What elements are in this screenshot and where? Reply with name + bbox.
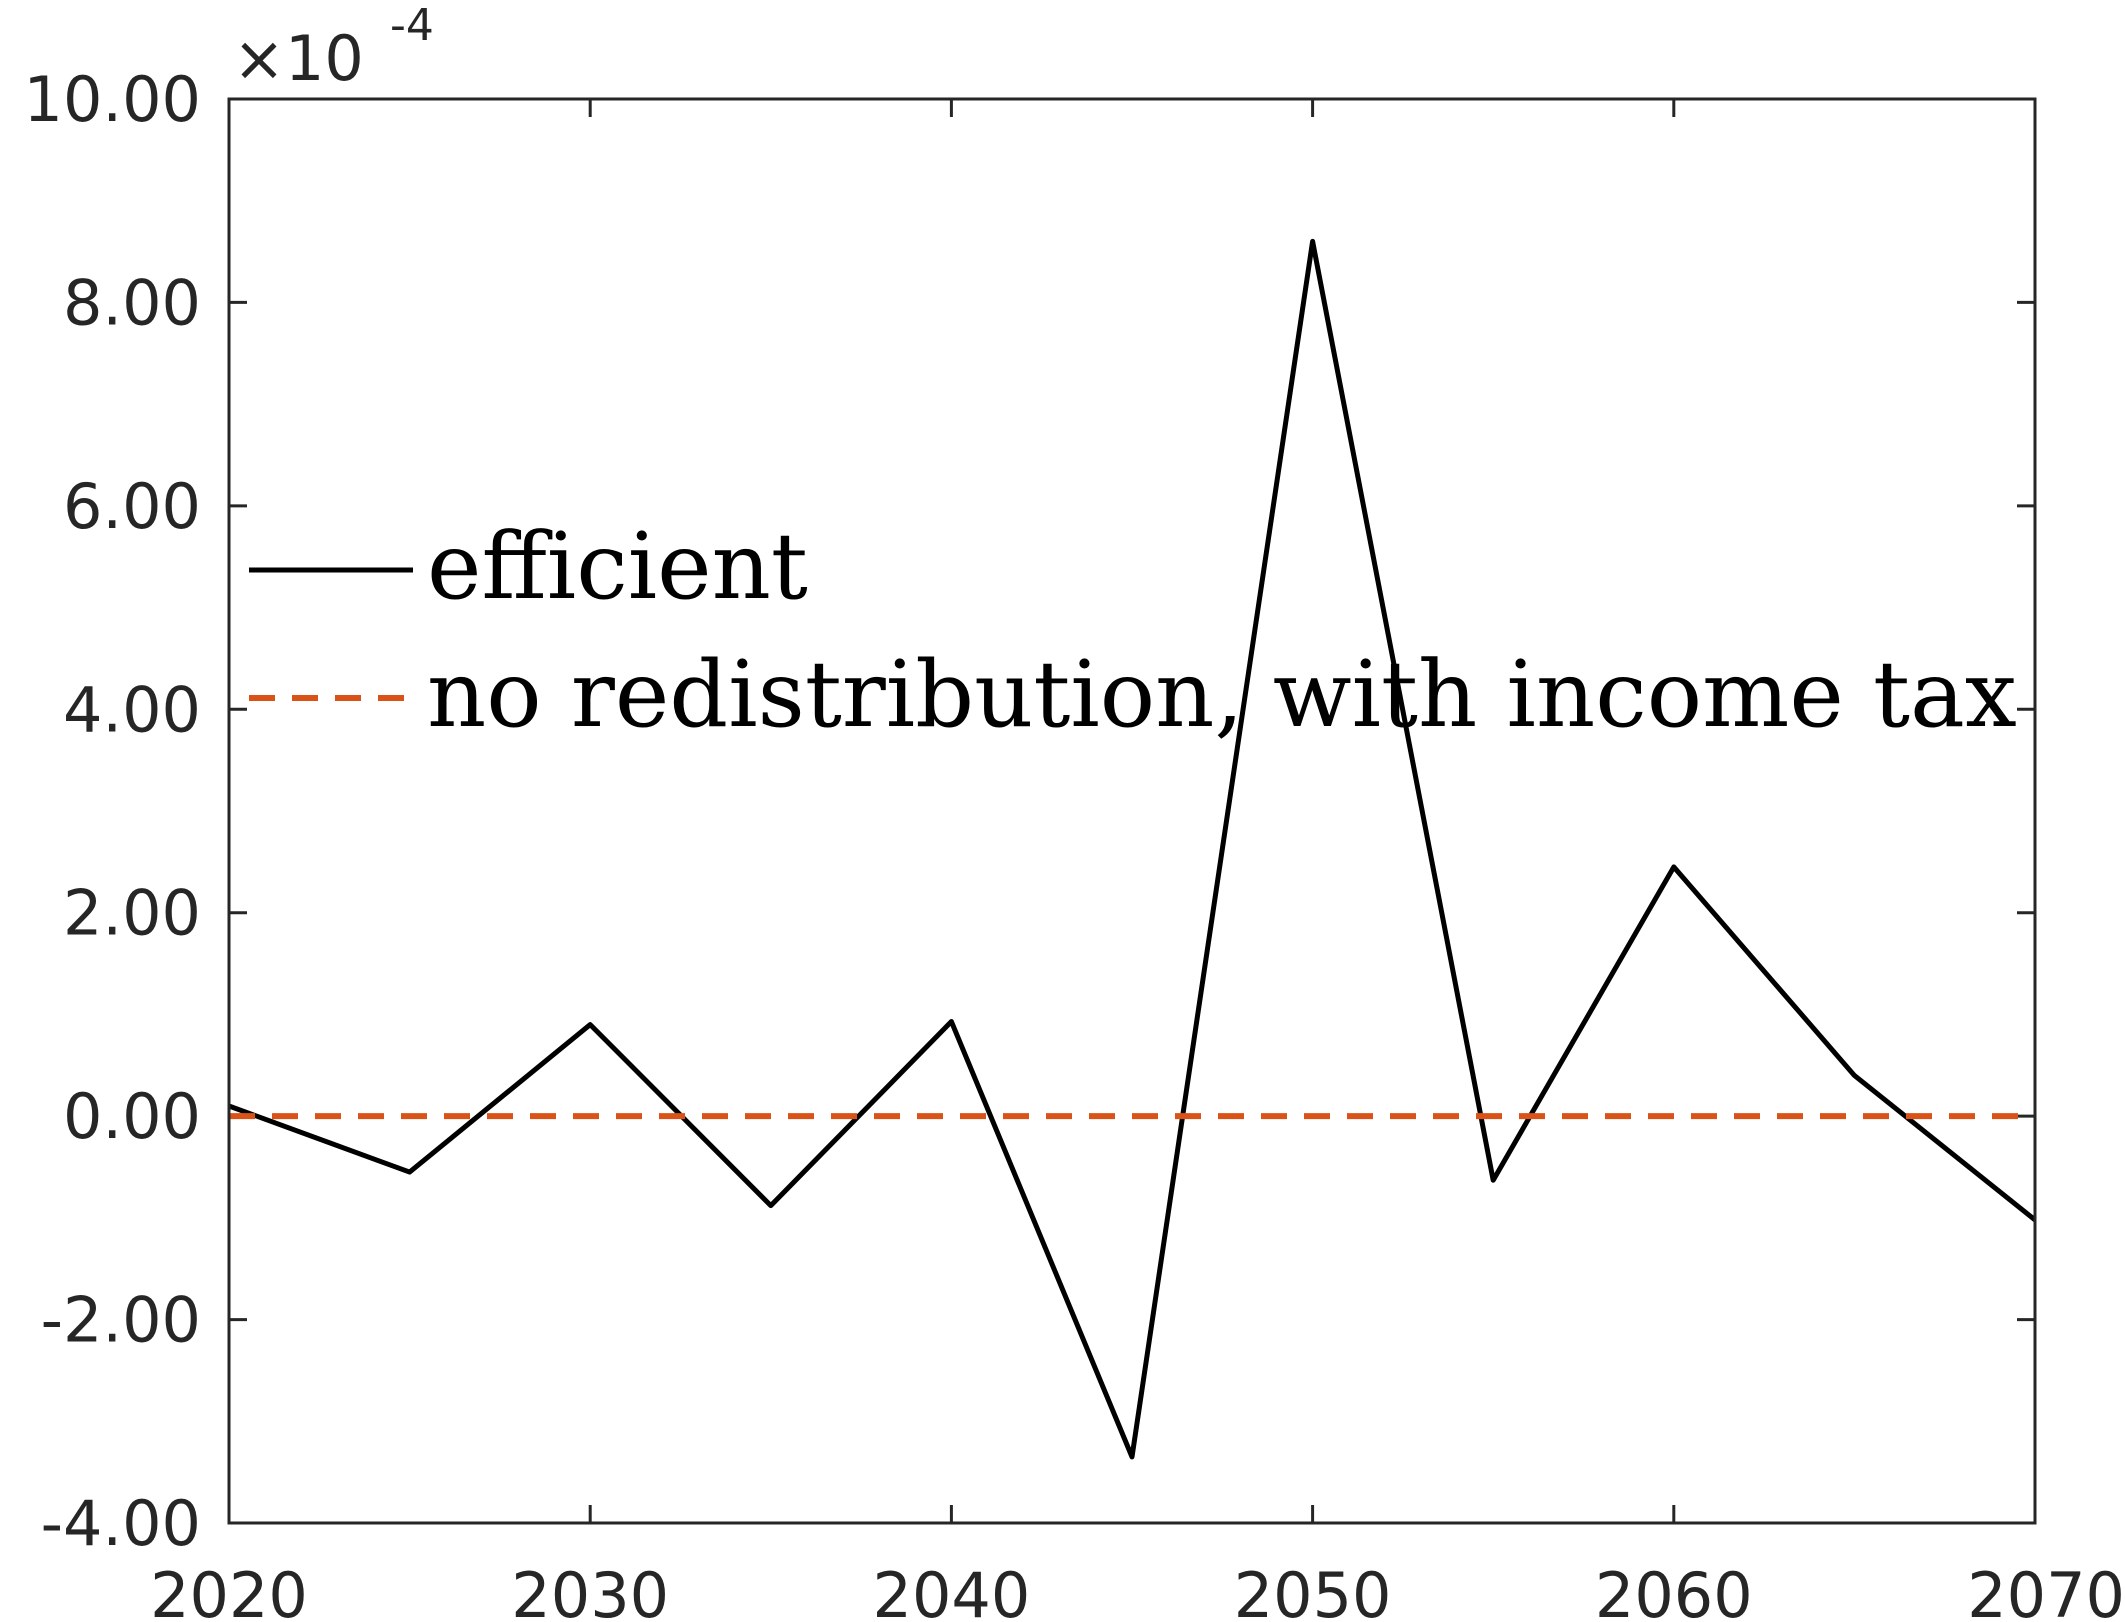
y-tick-label: -4.00: [41, 1487, 201, 1560]
y-tick-label: 8.00: [63, 266, 201, 339]
series-layer: [228, 238, 2037, 1460]
legend: efficient no redistribution, with income …: [249, 513, 2017, 748]
y-axis-exponent: ×10 -4: [233, 0, 434, 95]
y-tick-label: -2.00: [41, 1284, 201, 1357]
x-tick-label: 2040: [873, 1559, 1031, 1622]
x-tick-label: 2020: [150, 1559, 308, 1622]
x-tick-label: 2060: [1595, 1559, 1753, 1622]
series-line-efficient: [228, 238, 2037, 1460]
plot-area-frame: [227, 97, 2037, 1525]
y-axis-ticks: -4.00 -2.00 0.00 2.00 4.00 6.00 8.00 10.00: [24, 63, 2035, 1560]
legend-label: efficient: [427, 513, 808, 620]
x-tick-label: 2030: [511, 1559, 669, 1622]
x-tick-label: 2070: [1967, 1559, 2125, 1622]
y-tick-label: 4.00: [63, 673, 201, 746]
y-tick-label: 6.00: [63, 470, 201, 543]
x-axis-ticks: 2020 2030 2040 2050 2060 2070: [150, 99, 2125, 1622]
y-axis-exponent-base: ×10: [233, 22, 364, 95]
y-tick-label: 10.00: [24, 63, 202, 136]
y-tick-label: 0.00: [63, 1080, 201, 1153]
y-tick-label: 2.00: [63, 877, 201, 950]
x-tick-label: 2050: [1234, 1559, 1392, 1622]
y-axis-exponent-power: -4: [390, 0, 434, 51]
legend-label: no redistribution, with income tax: [427, 641, 2017, 748]
